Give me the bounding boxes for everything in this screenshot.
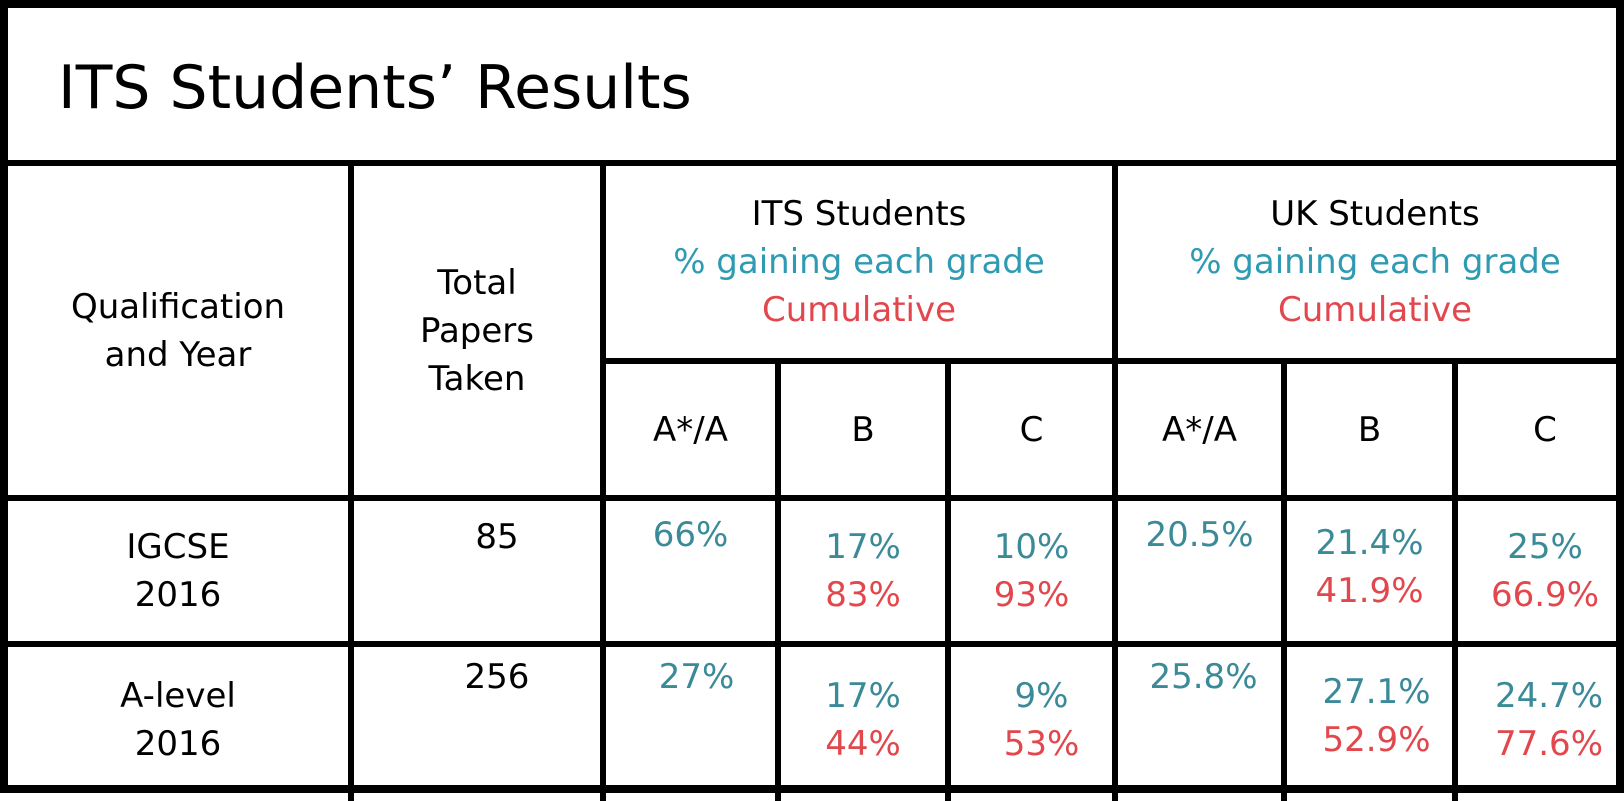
header-total-papers: Total Papers Taken <box>354 166 600 495</box>
its-grade-b-cell: 17% 83% <box>781 501 945 641</box>
grid-line <box>1281 358 1287 801</box>
grid-line <box>8 641 1624 647</box>
its-grade-c-cell: 9% 53% <box>951 647 1112 793</box>
header-grade: A*/A <box>1118 364 1281 495</box>
grade-label: B <box>1357 409 1382 450</box>
grade-label: A*/A <box>1162 409 1237 450</box>
header-label: and Year <box>104 334 252 375</box>
qualification-year: 2016 <box>134 575 222 615</box>
header-grade: A*/A <box>606 364 775 495</box>
header-grade: B <box>781 364 945 495</box>
qualification-year: 2016 <box>134 724 222 764</box>
cumulative-percent: 41.9% <box>1315 571 1424 611</box>
uk-grade-a-cell: 25.8% <box>1118 647 1281 793</box>
qualification-name: IGCSE <box>126 527 230 567</box>
row-total-papers: 85 <box>354 501 600 641</box>
uk-grade-c-cell: 25% 66.9% <box>1458 501 1624 641</box>
cumulative-percent: 93% <box>993 575 1070 615</box>
grid-line <box>8 495 1624 501</box>
grade-percent: 17% <box>825 527 901 567</box>
grid-line <box>775 358 781 801</box>
cumulative-percent: 52.9% <box>1322 720 1431 760</box>
header-qualification: Qualification and Year <box>8 166 348 495</box>
cumulative-percent: 53% <box>1003 724 1080 764</box>
group-subtitle: % gaining each grade <box>1189 242 1561 282</box>
grade-label: B <box>851 409 875 450</box>
header-label: Taken <box>428 358 526 399</box>
cumulative-percent: 44% <box>825 724 901 764</box>
grid-line <box>945 358 951 801</box>
header-grade: B <box>1287 364 1452 495</box>
header-its-students: ITS Students % gaining each grade Cumula… <box>606 166 1112 358</box>
group-name: ITS Students <box>751 194 967 234</box>
row-qualification: A-level 2016 <box>8 647 348 793</box>
grade-percent: 10% <box>993 527 1070 567</box>
header-label: Total <box>437 262 517 303</box>
header-grade: C <box>951 364 1112 495</box>
header-uk-students: UK Students % gaining each grade Cumulat… <box>1118 166 1624 358</box>
group-name: UK Students <box>1270 194 1480 234</box>
its-grade-a-cell: 66% <box>606 501 775 641</box>
grade-label: C <box>1533 409 1557 450</box>
grid-line <box>8 160 1624 166</box>
group-subtitle: % gaining each grade <box>673 242 1045 282</box>
uk-grade-a-cell: 20.5% <box>1118 501 1281 641</box>
uk-grade-b-cell: 27.1% 52.9% <box>1287 647 1452 793</box>
grade-label: C <box>1019 409 1044 450</box>
uk-grade-b-cell: 21.4% 41.9% <box>1287 501 1452 641</box>
page-title: ITS Students’ Results <box>58 53 692 123</box>
its-grade-a-cell: 27% <box>606 647 775 793</box>
cumulative-percent: 83% <box>825 575 901 615</box>
cumulative-percent: 77.6% <box>1494 724 1603 764</box>
grade-percent: 66% <box>652 515 729 555</box>
grade-percent: 25.8% <box>1149 657 1258 697</box>
grid-line <box>600 160 606 801</box>
grid-line <box>348 160 354 801</box>
total-value: 256 <box>464 657 530 697</box>
header-label: Qualification <box>70 286 286 327</box>
qualification-name: A-level <box>120 676 236 716</box>
row-qualification: IGCSE 2016 <box>8 501 348 641</box>
grade-percent: 24.7% <box>1494 676 1603 716</box>
cumulative-percent: 66.9% <box>1490 575 1599 615</box>
grade-percent: 17% <box>825 676 901 716</box>
its-grade-c-cell: 10% 93% <box>951 501 1112 641</box>
grade-percent: 9% <box>1014 676 1069 716</box>
grid-line <box>1452 358 1458 801</box>
its-grade-b-cell: 17% 44% <box>781 647 945 793</box>
row-total-papers: 256 <box>354 647 600 793</box>
grade-percent: 25% <box>1507 527 1583 567</box>
group-cumulative-label: Cumulative <box>761 290 957 330</box>
grade-percent: 20.5% <box>1145 515 1254 555</box>
grade-percent: 21.4% <box>1315 523 1424 563</box>
header-grade: C <box>1458 364 1624 495</box>
grade-percent: 27.1% <box>1322 672 1431 712</box>
grade-percent: 27% <box>658 657 735 697</box>
grid-line <box>1112 160 1118 801</box>
group-cumulative-label: Cumulative <box>1277 290 1473 330</box>
header-label: Papers <box>419 310 534 351</box>
grade-label: A*/A <box>653 409 728 450</box>
uk-grade-c-cell: 24.7% 77.6% <box>1458 647 1624 793</box>
total-value: 85 <box>475 517 519 557</box>
